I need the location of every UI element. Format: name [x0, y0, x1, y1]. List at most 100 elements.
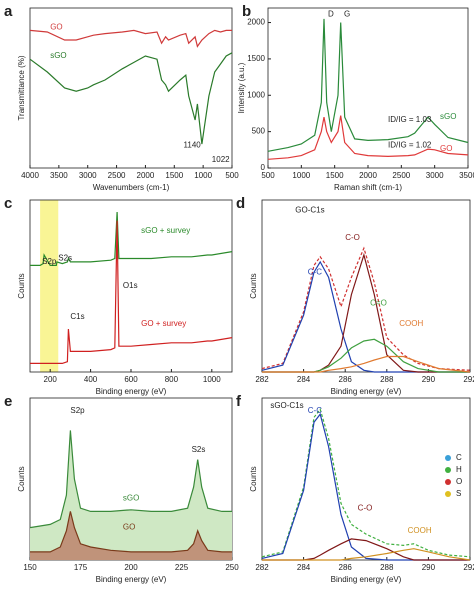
- legend-label: O: [456, 477, 462, 486]
- series-line: [267, 18, 469, 152]
- series-line: [29, 52, 233, 145]
- plot-frame: [261, 397, 471, 561]
- plot-frame: [29, 7, 233, 169]
- annotation: O1s: [123, 281, 138, 290]
- legend-dot: [445, 455, 451, 461]
- x-tick-label: 2000: [359, 171, 377, 180]
- x-tick-label: 2500: [392, 171, 410, 180]
- series-line: [262, 355, 471, 373]
- y-axis-label: Counts: [249, 273, 258, 298]
- x-tick-label: 284: [297, 563, 311, 572]
- annotation: S2s: [58, 254, 72, 263]
- x-tick-label: 1000: [203, 375, 221, 384]
- area: [30, 511, 232, 560]
- x-axis-label: Binding energy (eV): [331, 575, 402, 584]
- y-tick-label: 1500: [247, 54, 265, 63]
- x-tick-label: 600: [124, 375, 138, 384]
- annotation: ID/IG = 1.02: [388, 141, 432, 150]
- x-axis-label: Binding energy (eV): [331, 387, 402, 396]
- highlight-band: [40, 200, 59, 372]
- x-tick-label: 286: [339, 563, 353, 572]
- annotation: 1022: [212, 155, 230, 164]
- x-tick-label: 175: [74, 563, 88, 572]
- legend-dot: [445, 467, 451, 473]
- series-label: COOH: [408, 526, 432, 535]
- y-tick-label: 500: [252, 127, 266, 136]
- x-tick-label: 1000: [292, 171, 310, 180]
- series-line: [262, 338, 470, 373]
- x-tick-label: 500: [261, 171, 275, 180]
- x-axis-label: Raman shift (cm-1): [334, 183, 402, 192]
- series-line: [30, 211, 233, 266]
- series-label: C-C: [308, 406, 322, 415]
- series-line: [30, 511, 232, 553]
- x-tick-label: 150: [23, 563, 37, 572]
- series-label: sGO: [440, 112, 456, 121]
- x-axis-label: Binding energy (eV): [96, 387, 167, 396]
- series-line: [267, 115, 469, 160]
- x-tick-label: 292: [463, 563, 474, 572]
- x-tick-label: 250: [225, 563, 239, 572]
- series-line: [261, 260, 470, 373]
- x-tick-label: 400: [84, 375, 98, 384]
- x-tick-label: 3500: [459, 171, 474, 180]
- annotation: sGO-C1s: [270, 401, 303, 410]
- annotation: S2p: [70, 406, 85, 415]
- plot-frame: [267, 7, 469, 169]
- annotation: GO-C1s: [295, 205, 324, 214]
- series-line: [261, 407, 471, 558]
- panel-label: d: [236, 195, 245, 212]
- x-tick-label: 1500: [165, 171, 183, 180]
- annotation: G: [344, 10, 350, 19]
- legend-label: S: [456, 489, 461, 498]
- annotation: ID/IG = 1.03: [388, 115, 432, 124]
- x-tick-label: 3000: [426, 171, 444, 180]
- x-tick-label: 3500: [50, 171, 68, 180]
- series-line: [261, 246, 471, 371]
- series-label: sGO: [50, 51, 66, 60]
- series-line: [262, 548, 471, 561]
- legend-dot: [445, 479, 451, 485]
- annotation: D: [328, 10, 334, 19]
- panel-label: b: [242, 3, 251, 20]
- series-line: [262, 252, 470, 373]
- x-tick-label: 284: [297, 375, 311, 384]
- x-tick-label: 290: [422, 375, 436, 384]
- x-tick-label: 225: [175, 563, 189, 572]
- x-tick-label: 282: [255, 563, 269, 572]
- x-tick-label: 200: [44, 375, 58, 384]
- series-label: GO: [50, 22, 62, 31]
- series-line: [30, 220, 233, 364]
- panel-label: c: [4, 195, 12, 212]
- legend-label: C: [456, 453, 462, 462]
- series-label: GO + survey: [141, 319, 186, 328]
- annotation: S2p: [42, 257, 57, 266]
- series-line: [29, 430, 232, 529]
- x-tick-label: 2500: [108, 171, 126, 180]
- x-tick-label: 282: [255, 375, 269, 384]
- y-tick-label: 2000: [247, 18, 265, 27]
- x-tick-label: 1000: [194, 171, 212, 180]
- annotation: 1140: [184, 141, 202, 150]
- y-axis-label: Transmittance (%): [17, 55, 26, 120]
- series-label: sGO: [123, 494, 139, 503]
- x-tick-label: 288: [380, 563, 394, 572]
- legend-label: H: [456, 465, 462, 474]
- y-axis-label: Counts: [17, 273, 26, 298]
- x-tick-label: 800: [165, 375, 179, 384]
- x-tick-label: 290: [422, 563, 436, 572]
- x-tick-label: 500: [225, 171, 239, 180]
- x-tick-label: 288: [380, 375, 394, 384]
- series-line: [261, 412, 470, 561]
- x-tick-label: 3000: [79, 171, 97, 180]
- x-axis-label: Binding energy (eV): [96, 575, 167, 584]
- plot-frame: [261, 199, 471, 373]
- series-label: sGO + survey: [141, 226, 190, 235]
- series-label: GO: [123, 523, 135, 532]
- x-tick-label: 286: [339, 375, 353, 384]
- y-tick-label: 1000: [247, 90, 265, 99]
- series-label: C-O: [358, 503, 373, 512]
- x-tick-label: 4000: [21, 171, 39, 180]
- x-tick-label: 292: [463, 375, 474, 384]
